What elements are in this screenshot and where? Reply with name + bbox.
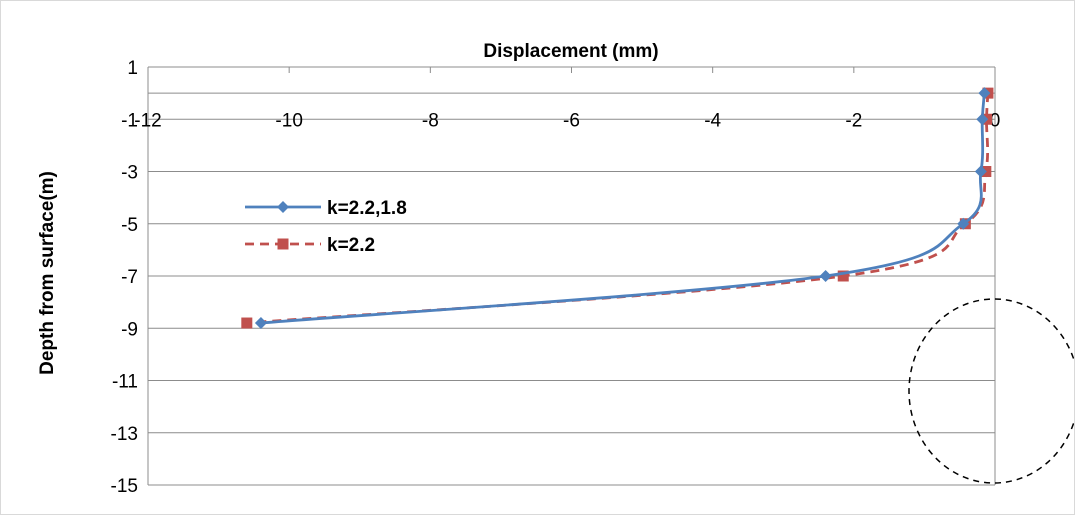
legend-label: k=2.2 [327,235,375,256]
data-point [837,270,849,282]
y-tick-label: -7 [121,267,138,288]
y-tick-label: 1 [127,58,138,79]
x-tick-label: -10 [275,110,302,131]
y-tick-label: -1 [121,110,138,131]
data-point [277,201,289,213]
series-group [241,87,994,330]
data-point [978,87,991,100]
x-tick-label: -6 [563,110,580,131]
series-0 [254,87,991,330]
axes [147,66,996,485]
data-point [241,317,253,329]
y-tick-label: -9 [121,319,138,340]
data-point [819,270,832,282]
data-point [254,317,267,330]
y-tick-labels: 1 -1 -3 -5 -7 -9 -11 -13 -15 [111,58,138,497]
legend-label: k=2.2,1.8 [327,198,407,219]
chart-title: Displacement (mm) [483,41,658,62]
y-tick-label: -5 [121,215,138,236]
y-tick-label: -11 [112,372,138,393]
series-line [246,93,990,325]
x-tick-labels: -12 -10 -8 -6 -4 -2 0 [134,110,1000,131]
x-tick-label: -2 [845,110,862,131]
x-tick-label: -8 [422,110,439,131]
legend: k=2.2,1.8 k=2.2 [245,198,407,256]
y-tick-label: -13 [111,424,138,445]
x-tick-label: -4 [704,110,721,131]
data-point [976,113,989,126]
data-point [957,217,970,230]
data-point [277,238,289,250]
y-axis-label: Depth from surface(m) [37,171,58,375]
series-line [260,93,986,325]
x-tick-label: -12 [134,110,161,131]
x-tick-label: 0 [990,110,1001,131]
y-tick-label: -15 [111,476,138,497]
y-tick-label: -3 [121,163,138,184]
dashed-circle-annotation [908,298,1075,484]
grid-lines [148,66,995,486]
data-point [974,165,987,178]
